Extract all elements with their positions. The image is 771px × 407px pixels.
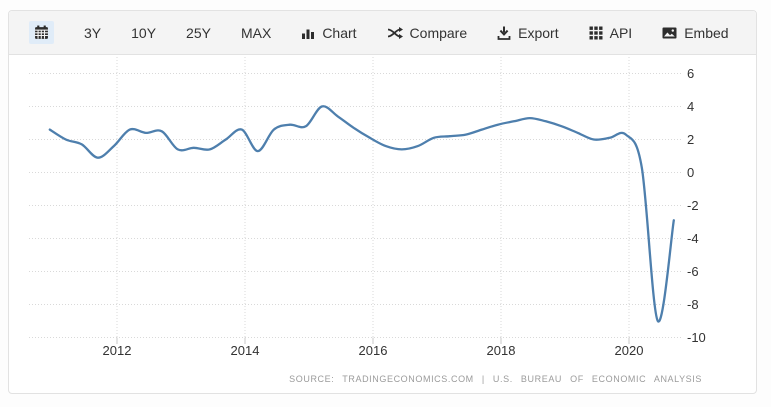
chart-button-label: Chart (322, 24, 357, 41)
range-button-10y[interactable]: 10Y (131, 24, 157, 41)
compare-button[interactable]: Compare (387, 24, 468, 41)
y-axis-label: 2 (687, 132, 694, 147)
chart-plot[interactable]: -10 -8 -6 -4 -2 0 2 4 6 2012 2014 2016 2018 2020 (9, 55, 756, 391)
gdp-growth-line-series (48, 105, 675, 323)
y-axis-label: -8 (687, 297, 699, 312)
compare-button-label: Compare (409, 24, 468, 41)
bar-chart-icon (302, 29, 315, 39)
calendar-button[interactable] (29, 21, 54, 44)
y-axis-label: -2 (687, 198, 699, 213)
export-button[interactable]: Export (497, 24, 559, 41)
image-icon (662, 27, 677, 38)
y-axis-label: 0 (687, 165, 694, 180)
range-button-max[interactable]: MAX (240, 24, 272, 41)
y-axis-label: -6 (687, 264, 699, 279)
source-attribution: SOURCE: TRADINGECONOMICS.COM | U.S. BURE… (289, 374, 702, 384)
api-button-label: API (609, 24, 633, 41)
embed-button[interactable]: Embed (662, 24, 729, 41)
x-axis-label: 2016 (359, 343, 388, 358)
calendar-icon (35, 25, 48, 39)
api-button[interactable]: API (589, 24, 633, 41)
x-axis-label: 2012 (103, 343, 132, 358)
y-axis-label: 4 (687, 99, 694, 114)
y-axis-label: -10 (687, 330, 706, 345)
range-button-25y[interactable]: 25Y (186, 24, 211, 41)
export-button-label: Export (518, 24, 559, 41)
x-axis-label: 2020 (615, 343, 644, 358)
y-axis-label: -4 (687, 231, 699, 246)
x-axis-label: 2018 (487, 343, 516, 358)
x-axis-label: 2014 (231, 343, 260, 358)
embed-button-label: Embed (684, 24, 729, 41)
chart-widget-panel: 3Y 10Y 25Y MAX Chart (8, 10, 757, 394)
shuffle-icon (387, 26, 403, 39)
grid-icon (589, 26, 603, 39)
y-axis-label: 6 (687, 66, 694, 81)
chart-body: -10 -8 -6 -4 -2 0 2 4 6 2012 2014 2016 2018 2020 SOUR… (9, 55, 756, 391)
chart-toolbar: 3Y 10Y 25Y MAX Chart (9, 11, 756, 55)
chart-button[interactable]: Chart (301, 24, 357, 41)
download-icon (497, 26, 511, 40)
range-button-3y[interactable]: 3Y (84, 24, 102, 41)
